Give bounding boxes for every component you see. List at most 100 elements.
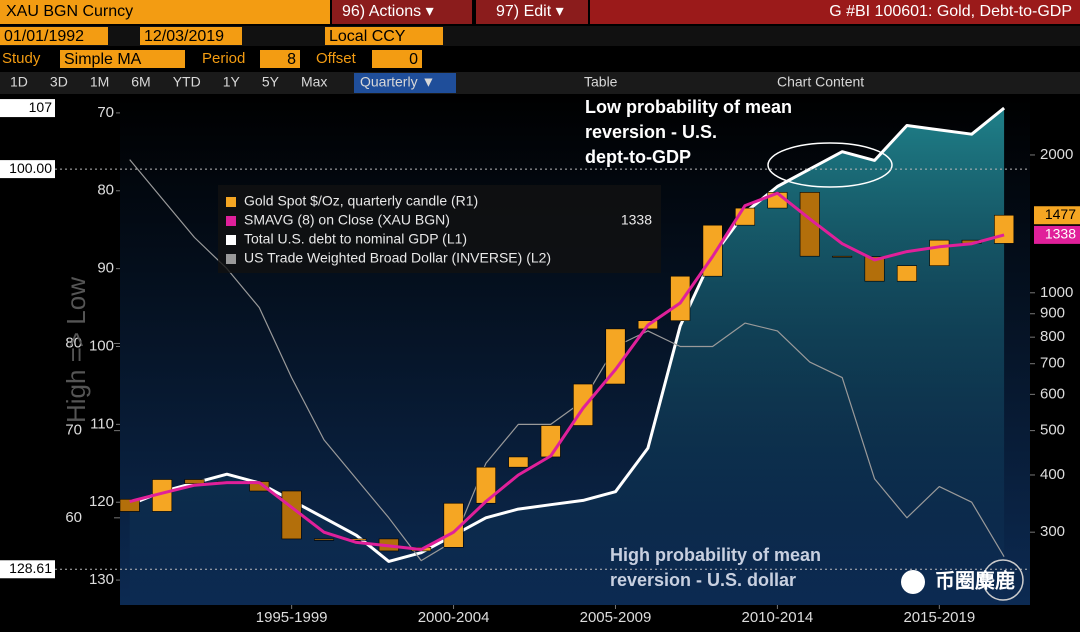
y3-tick-label: 400 — [1040, 466, 1065, 483]
x-tick-label: 2005-2009 — [580, 609, 652, 626]
candle — [314, 538, 335, 541]
period-label: Period — [202, 50, 245, 67]
period: 8 — [287, 51, 296, 68]
highlight-circle — [982, 559, 1024, 601]
y3-tick-label: 2000 — [1040, 146, 1073, 163]
chart-content-button[interactable]: Chart Content — [777, 74, 864, 90]
range-buttons: 1D 3D 1M 6M YTD 1Y 5Y Max — [10, 74, 327, 90]
title-bar — [590, 0, 1080, 24]
candle — [929, 239, 950, 266]
plot — [119, 106, 1015, 605]
offset: 0 — [409, 51, 418, 68]
annotation: reversion - U.S. dollar — [610, 570, 796, 590]
legend-label: US Trade Weighted Broad Dollar (INVERSE)… — [244, 250, 551, 266]
y2-tick-label: 130 — [89, 571, 114, 588]
row — [0, 26, 1080, 46]
legend-value: 1338 — [621, 212, 652, 228]
x-tick-label: 2000-2004 — [418, 609, 490, 626]
candle — [540, 425, 561, 458]
candle — [799, 192, 820, 257]
highlight-ellipse — [767, 142, 893, 188]
y3-tick-label: 900 — [1040, 305, 1065, 322]
x-tick-label: 1995-1999 — [256, 609, 328, 626]
candle — [994, 214, 1015, 244]
range-button[interactable]: 5Y — [262, 74, 280, 90]
range-button[interactable]: 1M — [90, 74, 109, 90]
start-date: 01/01/1992 — [4, 28, 84, 45]
title: G #BI 100601: Gold, Debt-to-GDP — [829, 3, 1072, 20]
x-tick-label: 2015-2019 — [903, 609, 975, 626]
y-tick-label: 80 — [65, 334, 82, 351]
range-button[interactable]: 1Y — [223, 74, 241, 90]
last-value-label: 1477 — [1045, 206, 1076, 222]
period-field[interactable] — [260, 50, 300, 68]
y3-tick-label: 1000 — [1040, 284, 1073, 301]
range-button[interactable]: 1D — [10, 74, 28, 90]
actions: 96) Actions ▾ — [342, 3, 434, 20]
offset-label: Offset — [316, 50, 357, 67]
legend: Gold Spot $/Oz, quarterly candle (R1) SMA… — [218, 185, 661, 273]
end-field[interactable] — [140, 27, 242, 45]
last-value-marker — [1034, 225, 1080, 244]
legend-swatch — [226, 197, 236, 207]
y-tick-label: 70 — [65, 422, 82, 439]
candle — [184, 479, 205, 484]
area — [129, 108, 1005, 605]
edit-menu[interactable] — [476, 0, 588, 24]
currency: Local CCY — [329, 28, 406, 45]
currency-field[interactable] — [325, 27, 443, 45]
study: Simple MA — [64, 51, 142, 68]
legend-box — [218, 185, 661, 273]
security-field[interactable] — [0, 0, 330, 24]
reference-marker — [0, 560, 55, 579]
last-value-label: 1338 — [1045, 226, 1076, 242]
candle — [670, 275, 691, 322]
legend-label: Gold Spot $/Oz, quarterly candle (R1) — [244, 193, 478, 209]
annotation: reversion - U.S. — [585, 122, 717, 142]
range-bar — [0, 72, 1080, 94]
y2-tick-label: 90 — [97, 260, 114, 277]
edit: 97) Edit ▾ — [496, 3, 564, 20]
x-tick-label: 2010-2014 — [742, 609, 814, 626]
y2-tick-label: 120 — [89, 493, 114, 510]
axis-title: High => Low — [61, 277, 91, 423]
range-button[interactable]: Max — [301, 74, 327, 90]
study-field[interactable] — [60, 50, 185, 68]
candle — [864, 256, 885, 282]
start-field[interactable] — [0, 27, 108, 45]
table-button[interactable]: Table — [584, 74, 618, 90]
actions-menu[interactable] — [332, 0, 472, 24]
candle — [832, 255, 853, 258]
legend-label: SMAVG (8) on Close (XAU BGN) — [244, 212, 450, 228]
annotation: High probability of mean — [610, 545, 821, 565]
security: XAU BGN Curncy — [6, 3, 133, 20]
reference-label: 128.61 — [9, 560, 52, 576]
last-value-marker — [0, 99, 55, 118]
legend-label: Total U.S. debt to nominal GDP (L1) — [244, 231, 467, 247]
wechat-icon — [901, 570, 925, 594]
frequency-button[interactable] — [354, 73, 456, 93]
range-button[interactable]: 6M — [131, 74, 150, 90]
y3-tick-label: 600 — [1040, 385, 1065, 402]
y2-tick-label: 80 — [97, 182, 114, 199]
frequency: Quarterly ▼ — [360, 74, 435, 90]
range-button[interactable]: 3D — [50, 74, 68, 90]
candle — [281, 490, 302, 540]
end-date: 12/03/2019 — [144, 28, 224, 45]
offset-field[interactable] — [372, 50, 422, 68]
reference-label: 100.00 — [9, 160, 52, 176]
last-value-marker — [1034, 206, 1080, 225]
candle — [896, 265, 917, 282]
legend-swatch — [226, 235, 236, 245]
range-button[interactable]: YTD — [173, 74, 201, 90]
line — [129, 106, 1006, 563]
y2-tick-label: 70 — [97, 104, 114, 121]
candle — [508, 456, 529, 468]
legend-swatch — [226, 216, 236, 226]
y3-tick-label: 700 — [1040, 355, 1065, 372]
y2-tick-label: 100 — [89, 337, 114, 354]
watermark: 币圈麋鹿 — [935, 568, 1015, 592]
legend-swatch — [226, 254, 236, 264]
last-value-label: 107 — [29, 99, 53, 115]
